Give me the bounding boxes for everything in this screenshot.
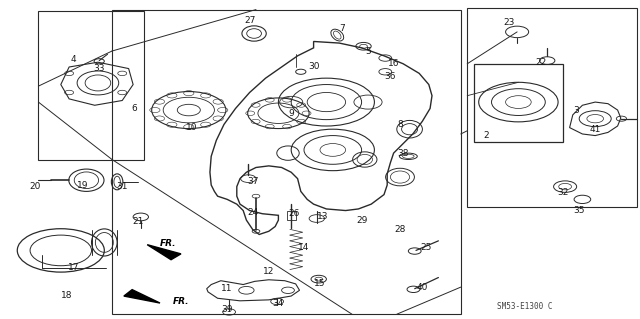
Text: 41: 41 <box>589 125 601 134</box>
Text: 7: 7 <box>340 24 345 33</box>
Text: 26: 26 <box>289 209 300 218</box>
Polygon shape <box>124 290 160 303</box>
Text: 5: 5 <box>365 47 371 56</box>
Text: 24: 24 <box>247 208 259 217</box>
Text: 30: 30 <box>308 63 319 71</box>
Text: 4: 4 <box>71 55 76 63</box>
Text: 18: 18 <box>61 291 73 300</box>
Text: 27: 27 <box>244 16 255 25</box>
Text: 8: 8 <box>397 120 403 129</box>
Text: 34: 34 <box>273 299 284 308</box>
Text: 20: 20 <box>29 182 41 191</box>
Text: 19: 19 <box>77 181 89 189</box>
Text: 35: 35 <box>573 206 585 215</box>
Text: 13: 13 <box>317 212 329 221</box>
Text: 22: 22 <box>535 58 547 67</box>
Text: 16: 16 <box>388 59 399 68</box>
Text: 33: 33 <box>93 64 105 73</box>
Bar <box>287 211 296 220</box>
Text: 36: 36 <box>385 72 396 81</box>
Text: 25: 25 <box>420 243 431 252</box>
Text: 17: 17 <box>68 263 79 272</box>
Text: 21: 21 <box>132 217 143 226</box>
Text: 14: 14 <box>298 243 310 252</box>
Text: FR.: FR. <box>173 297 189 306</box>
Text: 39: 39 <box>221 305 233 314</box>
Text: 29: 29 <box>356 216 367 225</box>
Text: 38: 38 <box>397 149 409 158</box>
Text: 23: 23 <box>503 18 515 27</box>
Polygon shape <box>147 245 181 260</box>
Text: 31: 31 <box>116 182 127 191</box>
Text: 37: 37 <box>247 177 259 186</box>
Text: 28: 28 <box>394 225 406 234</box>
Text: 2: 2 <box>484 131 489 140</box>
Text: 11: 11 <box>221 284 233 293</box>
Text: 6: 6 <box>132 104 137 113</box>
Text: 9: 9 <box>289 109 294 118</box>
Text: 12: 12 <box>263 267 275 276</box>
Text: 10: 10 <box>186 123 198 132</box>
Text: 3: 3 <box>573 106 579 115</box>
Text: 32: 32 <box>557 189 569 197</box>
Text: SM53-E1300 C: SM53-E1300 C <box>497 302 552 311</box>
Text: FR.: FR. <box>160 239 177 248</box>
Text: 40: 40 <box>417 283 428 292</box>
Text: 15: 15 <box>314 279 326 288</box>
